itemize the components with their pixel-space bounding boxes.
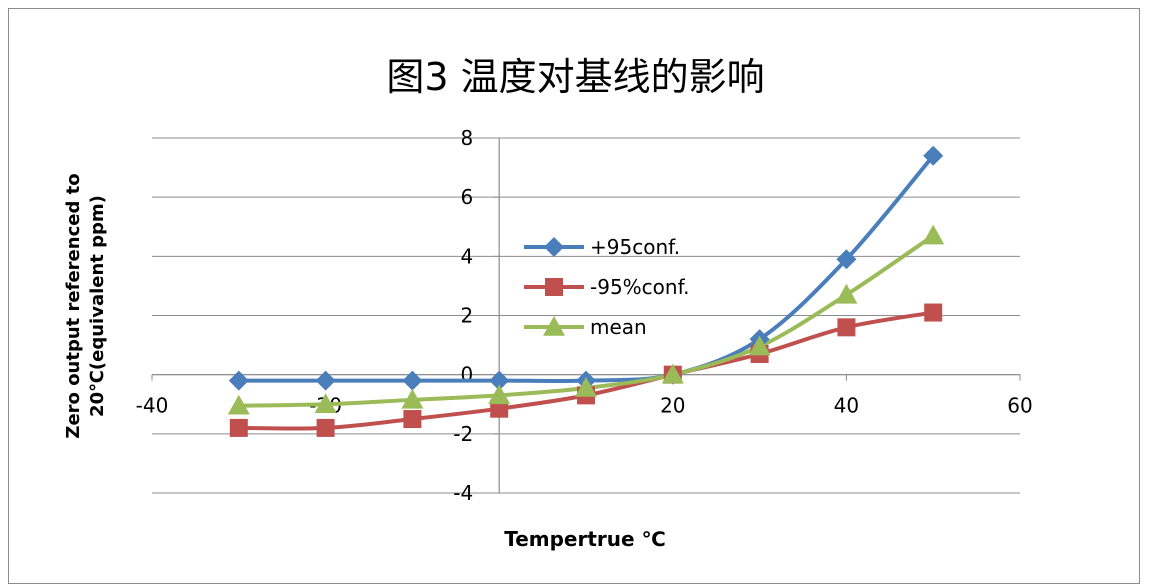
series-2-point-7 (835, 283, 858, 304)
series-line-0 (236, 153, 936, 384)
x-axis-label: Tempertrue ℃ (504, 527, 666, 551)
x-tick-label-20: 20 (660, 394, 685, 418)
x-tick-label-60: 60 (1007, 394, 1032, 418)
y-tick-label-8: 8 (460, 126, 473, 150)
series-0-point-1 (315, 370, 336, 391)
grid-lines (152, 137, 1020, 494)
series-2-point-1 (314, 393, 337, 414)
y-tick-label-4: 4 (460, 244, 473, 268)
series-1-point-8 (924, 303, 943, 322)
series-0-point-2 (402, 370, 423, 391)
series-1-point-3 (490, 399, 509, 418)
y-tick-label-0: 0 (460, 363, 473, 387)
legend-marker-2 (543, 316, 565, 336)
series-1-point-2 (403, 410, 422, 429)
series-2-point-3 (488, 384, 511, 405)
series-1-point-1 (316, 418, 335, 437)
series-line-1 (236, 310, 936, 431)
x-tick-label-40: 40 (834, 394, 859, 418)
series-1-point-0 (229, 418, 248, 437)
series-2-point-0 (227, 394, 250, 415)
series-1-point-7 (837, 318, 856, 337)
legend-label-0: +95conf. (590, 235, 680, 259)
chart-frame (8, 8, 1140, 584)
series-2-point-6 (748, 335, 771, 356)
x-tick-label--40: -40 (136, 394, 169, 418)
series-0-point-0 (228, 370, 249, 391)
series-2-point-2 (401, 388, 424, 409)
series-0-point-3 (489, 370, 510, 391)
series-0-point-8 (923, 145, 944, 166)
series-2-point-4 (575, 376, 597, 397)
y-tick-label--4: -4 (453, 481, 473, 505)
legend-label-2: mean (590, 315, 647, 339)
legend: +95conf. -95%conf. mean (524, 235, 690, 339)
y-tick-label--2: -2 (453, 422, 473, 446)
y-tick-label-6: 6 (460, 185, 473, 209)
chart-title: 图3 温度对基线的影响 (386, 55, 765, 99)
y-tick-label-2: 2 (460, 304, 473, 328)
legend-label-1: -95%conf. (590, 275, 690, 299)
series-0-point-7 (836, 249, 857, 270)
series-2-point-5 (661, 363, 684, 384)
legend-marker-0 (544, 237, 564, 257)
series-2-point-8 (922, 224, 945, 245)
series-markers (227, 145, 945, 437)
legend-marker-1 (545, 278, 563, 296)
